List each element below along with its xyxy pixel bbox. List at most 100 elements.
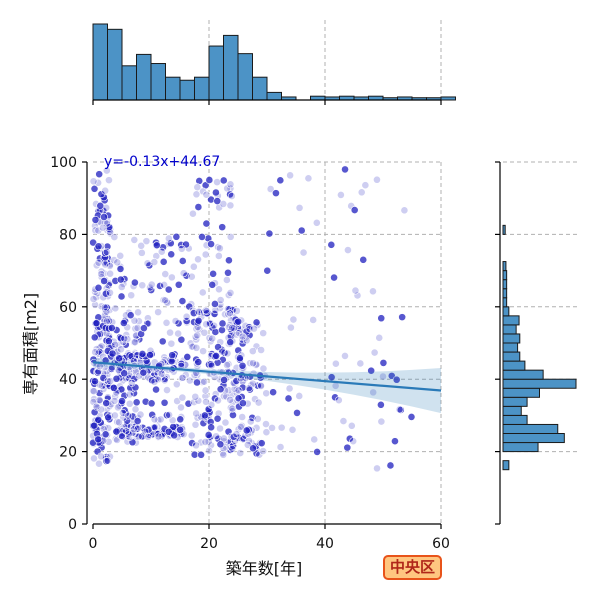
scatter-point [167, 339, 176, 348]
scatter-point [288, 425, 297, 434]
scatter-point [89, 295, 98, 303]
scatter-point [331, 359, 340, 368]
scatter-point [220, 348, 229, 357]
scatter-point [181, 371, 190, 379]
scatter-point [220, 376, 228, 384]
scatter-point [238, 332, 247, 341]
scatter-point [117, 283, 126, 291]
scatter-point [150, 258, 159, 266]
scatter-point [210, 321, 218, 330]
scatter-point [168, 416, 177, 425]
y-marginal-histogram [502, 224, 577, 471]
scatter-point [102, 307, 111, 316]
scatter-point [160, 281, 169, 289]
scatter-point [164, 427, 173, 436]
scatter-point [153, 369, 162, 377]
scatter-point [152, 252, 161, 260]
scatter-point [154, 308, 163, 317]
scatter-point [228, 445, 237, 453]
scatter-point [163, 298, 172, 307]
scatter-point [176, 415, 185, 424]
scatter-point [215, 244, 224, 253]
scatter-point [239, 399, 247, 408]
scatter-point [99, 374, 108, 382]
x-hist-bar [107, 28, 123, 101]
scatter-point [248, 347, 257, 356]
scatter-point [334, 396, 343, 405]
scatter-point [166, 239, 175, 248]
scatter-point [90, 421, 99, 430]
scatter-point [211, 328, 220, 336]
scatter-point [178, 393, 187, 402]
scatter-point [349, 437, 358, 446]
scatter-point [229, 411, 237, 419]
scatter-point [150, 415, 159, 424]
scatter-point [295, 203, 304, 212]
scatter-point [265, 229, 274, 238]
scatter-point [154, 432, 163, 441]
scatter-point [204, 405, 213, 414]
scatter-point [226, 309, 234, 318]
scatter-point [202, 320, 211, 329]
scatter-point [214, 396, 222, 405]
scatter-point [138, 281, 147, 290]
scatter-point [367, 366, 376, 375]
scatter-point [200, 328, 209, 337]
scatter-point [285, 384, 294, 393]
scatter-point [234, 425, 243, 434]
scatter-point [287, 323, 295, 332]
scatter-point [238, 361, 247, 370]
x-tick-label: 0 [89, 536, 98, 552]
regression-line [92, 357, 442, 414]
y-hist-bar [502, 224, 506, 235]
scatter-point [147, 280, 156, 289]
scatter-point [216, 440, 225, 449]
scatter-point [226, 201, 235, 210]
scatter-point [242, 426, 251, 435]
scatter-point [341, 352, 349, 360]
y-hist-bar [502, 378, 577, 389]
scatter-point [104, 337, 113, 346]
gridlines [93, 20, 580, 524]
y-hist-bar [502, 288, 508, 299]
scatter-point [164, 234, 173, 243]
scatter-point [148, 410, 157, 419]
y-hist-bar [502, 387, 540, 398]
scatter-point [276, 176, 285, 185]
x-hist-bar [223, 34, 239, 101]
scatter-point [96, 201, 105, 210]
y-tick-label: 80 [59, 227, 77, 243]
scatter-point [90, 333, 99, 342]
scatter-point [215, 285, 223, 294]
scatter-point [339, 417, 348, 425]
scatter-point [226, 338, 235, 347]
scatter-point [313, 447, 322, 456]
scatter-point [201, 250, 210, 259]
y-tick-label: 100 [50, 155, 77, 171]
scatter-point [284, 394, 293, 403]
scatter-point [207, 361, 216, 370]
y-hist-bar [502, 442, 539, 453]
scatter-point [178, 373, 187, 382]
x-tick-label: 40 [316, 536, 334, 552]
scatter-point [246, 359, 254, 368]
scatter-point [187, 431, 196, 440]
scatter-point [144, 432, 152, 441]
scatter-point [113, 258, 122, 267]
scatter-point [213, 197, 222, 205]
scatter-point [211, 300, 219, 308]
scatter-point [289, 315, 298, 324]
scatter-point [337, 191, 345, 199]
scatter-point [216, 296, 225, 304]
scatter-point [205, 176, 214, 184]
scatter-point [187, 272, 196, 281]
scatter-point [295, 392, 304, 400]
scatter-point [194, 255, 202, 264]
scatter-point [157, 247, 166, 256]
scatter-point [369, 287, 377, 296]
scatter-point [269, 388, 278, 397]
scatter-point [103, 456, 112, 465]
scatter-point [174, 280, 183, 289]
scatter-point [297, 226, 306, 235]
scatter-point [330, 273, 338, 282]
